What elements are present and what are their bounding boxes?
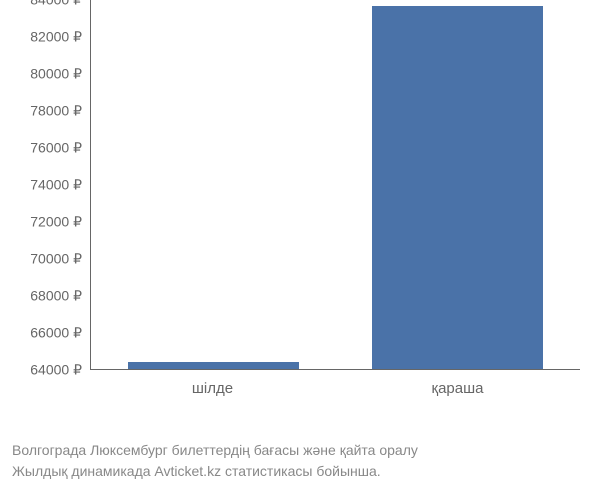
y-tick-label: 64000 ₽ bbox=[30, 362, 82, 379]
y-tick-label: 84000 ₽ bbox=[30, 0, 82, 9]
caption-line-2: Жылдық динамикада Avticket.kz статистика… bbox=[12, 461, 588, 482]
x-tick-label: шілде bbox=[192, 380, 233, 397]
y-tick-label: 68000 ₽ bbox=[30, 288, 82, 305]
y-tick-label: 82000 ₽ bbox=[30, 29, 82, 46]
y-tick-label: 78000 ₽ bbox=[30, 103, 82, 120]
y-tick-label: 80000 ₽ bbox=[30, 66, 82, 83]
y-tick-label: 74000 ₽ bbox=[30, 177, 82, 194]
x-axis-labels: шілде қараша bbox=[90, 380, 580, 410]
y-axis: 64000 ₽66000 ₽68000 ₽70000 ₽72000 ₽74000… bbox=[0, 0, 90, 370]
y-tick-label: 72000 ₽ bbox=[30, 214, 82, 231]
y-tick-label: 66000 ₽ bbox=[30, 325, 82, 342]
plot-area bbox=[90, 0, 580, 370]
y-tick-label: 76000 ₽ bbox=[30, 140, 82, 157]
price-bar-chart: 64000 ₽ 66000 ₽ 68000 ₽ 70000 ₽ 72000 ₽ 74000… bbox=[0, 0, 600, 430]
y-tick-label: 70000 ₽ bbox=[30, 251, 82, 268]
x-tick-label: қараша bbox=[432, 380, 484, 397]
chart-caption: Волгограда Люксембург билеттердің бағасы… bbox=[12, 440, 588, 482]
bar bbox=[372, 6, 543, 369]
caption-line-1: Волгограда Люксембург билеттердің бағасы… bbox=[12, 440, 588, 461]
bar bbox=[128, 362, 299, 369]
